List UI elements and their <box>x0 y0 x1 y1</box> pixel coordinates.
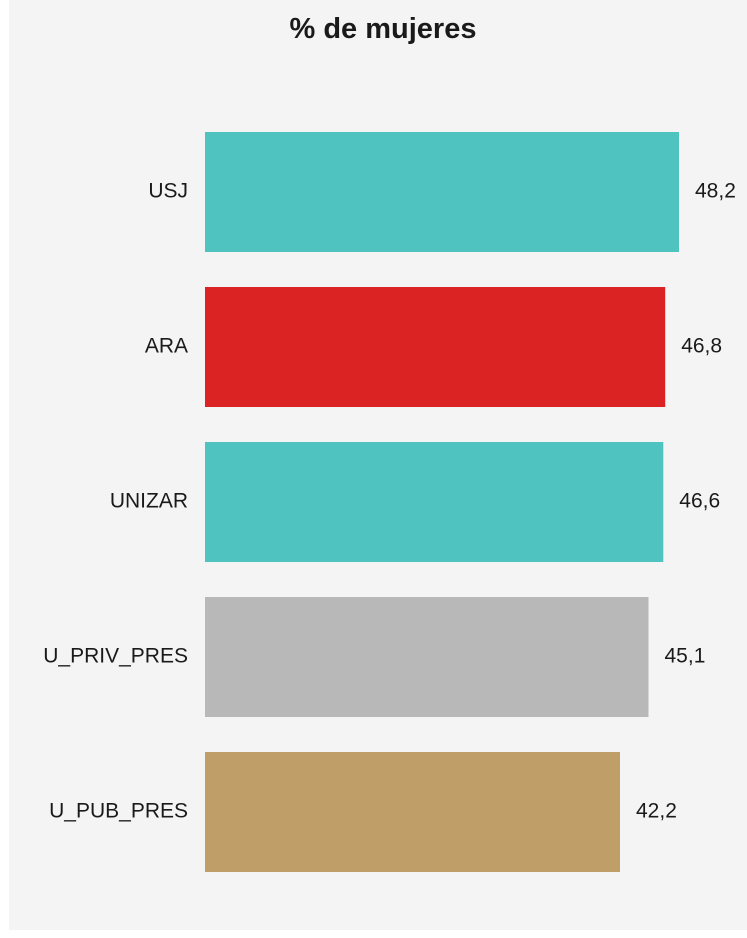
bar-unizar <box>205 442 664 562</box>
bar-u-pub-pres <box>205 752 620 872</box>
category-label: U_PUB_PRES <box>49 800 188 823</box>
category-label: USJ <box>148 180 188 203</box>
chart-title: % de mujeres <box>290 13 477 45</box>
bars-group: USJ 48,2 ARA 46,8 UNIZAR 46,6 U_PRIV_PRES 45,1 U… <box>43 132 736 872</box>
bar-ara <box>205 287 666 407</box>
bar-usj <box>205 132 679 252</box>
value-label: 45,1 <box>665 645 706 668</box>
category-label: ARA <box>145 335 188 358</box>
value-label: 46,6 <box>679 490 720 513</box>
value-label: 46,8 <box>681 335 722 358</box>
value-label: 42,2 <box>636 800 677 823</box>
value-label: 48,2 <box>695 180 736 203</box>
category-label: U_PRIV_PRES <box>43 645 188 668</box>
bar-u-priv-pres <box>205 597 649 717</box>
category-label: UNIZAR <box>110 490 188 513</box>
